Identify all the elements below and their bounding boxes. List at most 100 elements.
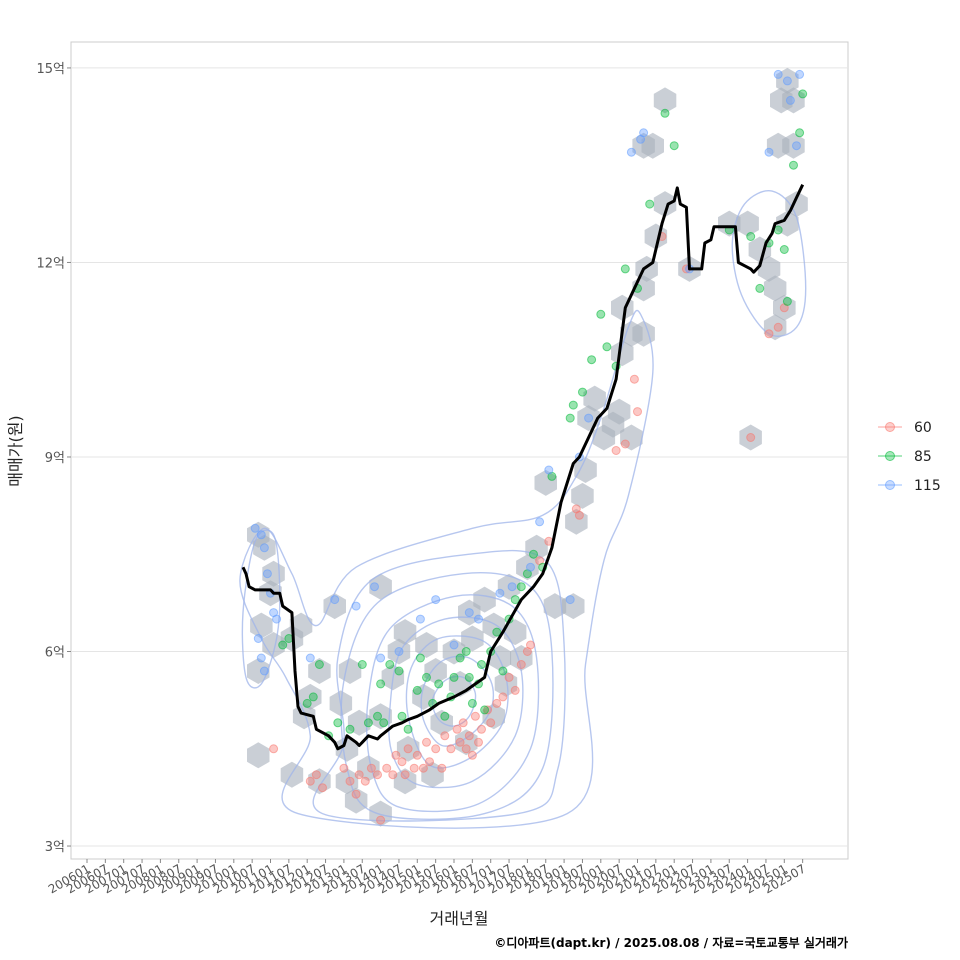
scatter-point-85 xyxy=(516,582,526,592)
scatter-point-85 xyxy=(461,647,471,656)
density-contour xyxy=(431,675,477,727)
scatter-point-85 xyxy=(779,245,789,254)
scatter-point-60 xyxy=(526,640,535,650)
scatter-point-115 xyxy=(535,517,545,527)
scatter-point-115 xyxy=(464,608,474,618)
scatter-point-85 xyxy=(798,89,808,99)
scatter-point-60 xyxy=(498,692,508,702)
density-contour xyxy=(365,594,540,813)
scatter-point-85 xyxy=(363,718,373,728)
hex-cell xyxy=(736,210,759,237)
hex-cell xyxy=(739,424,762,451)
scatter-point-115 xyxy=(272,614,282,624)
hex-cell xyxy=(562,593,585,620)
scatter-point-60 xyxy=(477,724,486,734)
scatter-point-85 xyxy=(480,705,490,715)
hex-cell xyxy=(393,619,417,646)
hex-cell xyxy=(461,625,484,652)
scatter-point-60 xyxy=(746,433,756,442)
hex-cell xyxy=(757,255,781,282)
legend-label: 85 xyxy=(914,449,932,465)
scatter-point-115 xyxy=(351,601,361,611)
scatter-point-60 xyxy=(455,737,465,747)
hex-cell xyxy=(247,658,270,684)
scatter-point-85 xyxy=(394,666,404,676)
scatter-point-60 xyxy=(620,439,630,449)
scatter-point-85 xyxy=(789,160,798,170)
scatter-point-60 xyxy=(269,744,279,754)
y-tick-label: 12억 xyxy=(36,256,65,271)
scatter-point-85 xyxy=(620,264,630,274)
hex-cell xyxy=(525,534,548,561)
scatter-point-60 xyxy=(360,776,370,786)
y-axis: 3억 6억 9억 12억 15억 xyxy=(36,62,71,855)
y-tick-label: 3억 xyxy=(45,840,65,855)
scatter-point-85 xyxy=(660,108,670,118)
scatter-point-115 xyxy=(795,69,805,79)
scatter-point-115 xyxy=(626,147,636,157)
y-tick-label: 6억 xyxy=(45,646,65,661)
scatter-point-60 xyxy=(437,763,447,773)
legend-key-point xyxy=(885,451,895,461)
scatter-point-60 xyxy=(311,770,321,780)
scatter-point-60 xyxy=(391,750,401,760)
scatter-point-60 xyxy=(412,750,422,760)
scatter-point-85 xyxy=(440,711,450,721)
scatter-point-85 xyxy=(379,718,389,728)
scatter-point-60 xyxy=(305,776,315,786)
scatter-point-60 xyxy=(345,776,355,786)
density-contour xyxy=(340,572,554,820)
scatter-point-60 xyxy=(452,724,462,734)
scatter-point-85 xyxy=(782,296,792,306)
scatter-point-85 xyxy=(755,283,765,293)
hex-cell xyxy=(773,294,796,321)
hex-cell xyxy=(607,398,631,425)
hex-cell xyxy=(369,573,392,600)
hex-cell xyxy=(653,87,677,114)
scatter-point-115 xyxy=(330,595,340,605)
scatter-point-85 xyxy=(314,660,324,669)
scatter-point-60 xyxy=(351,789,361,799)
scatter-point-60 xyxy=(388,770,398,780)
hex-cell xyxy=(565,508,588,535)
scatter-point-60 xyxy=(397,757,407,767)
scatter-point-60 xyxy=(318,783,327,793)
scatter-point-85 xyxy=(385,660,395,669)
scatter-point-60 xyxy=(458,718,468,728)
scatter-point-85 xyxy=(602,342,612,352)
median-line-layer xyxy=(241,184,805,751)
hex-cell xyxy=(344,787,368,814)
scatter-point-60 xyxy=(574,510,584,520)
scatter-point-85 xyxy=(498,666,508,676)
scatter-point-85 xyxy=(464,672,474,682)
scatter-point-60 xyxy=(403,744,413,754)
scatter-point-85 xyxy=(278,640,288,650)
scatter-point-60 xyxy=(376,815,386,825)
scatter-point-60 xyxy=(483,705,493,715)
scatter-point-115 xyxy=(782,76,792,86)
scatter-point-115 xyxy=(449,640,459,650)
hex-cell xyxy=(259,580,282,607)
scatter-point-60 xyxy=(611,446,621,455)
scatter-point-115 xyxy=(305,653,315,663)
density-contour xyxy=(405,635,509,769)
density-contour xyxy=(420,655,495,747)
hex-cell xyxy=(289,612,313,639)
hex-cell xyxy=(473,586,496,613)
hex-cell xyxy=(516,554,539,581)
hex-cell xyxy=(262,632,285,658)
scatter-point-85 xyxy=(596,309,606,319)
scatter-point-85 xyxy=(510,595,520,605)
scatter-point-115 xyxy=(415,614,425,624)
scatter-point-85 xyxy=(357,660,367,669)
scatter-point-85 xyxy=(795,128,805,138)
scatter-point-60 xyxy=(492,698,502,708)
scatter-point-115 xyxy=(259,666,269,676)
scatter-point-85 xyxy=(587,355,597,365)
scatter-point-60 xyxy=(440,731,450,741)
scatter-point-115 xyxy=(507,582,517,592)
hex-cell xyxy=(299,683,322,710)
scatter-point-115 xyxy=(544,465,554,475)
scatter-point-85 xyxy=(333,718,343,728)
scatter-point-115 xyxy=(259,543,269,553)
